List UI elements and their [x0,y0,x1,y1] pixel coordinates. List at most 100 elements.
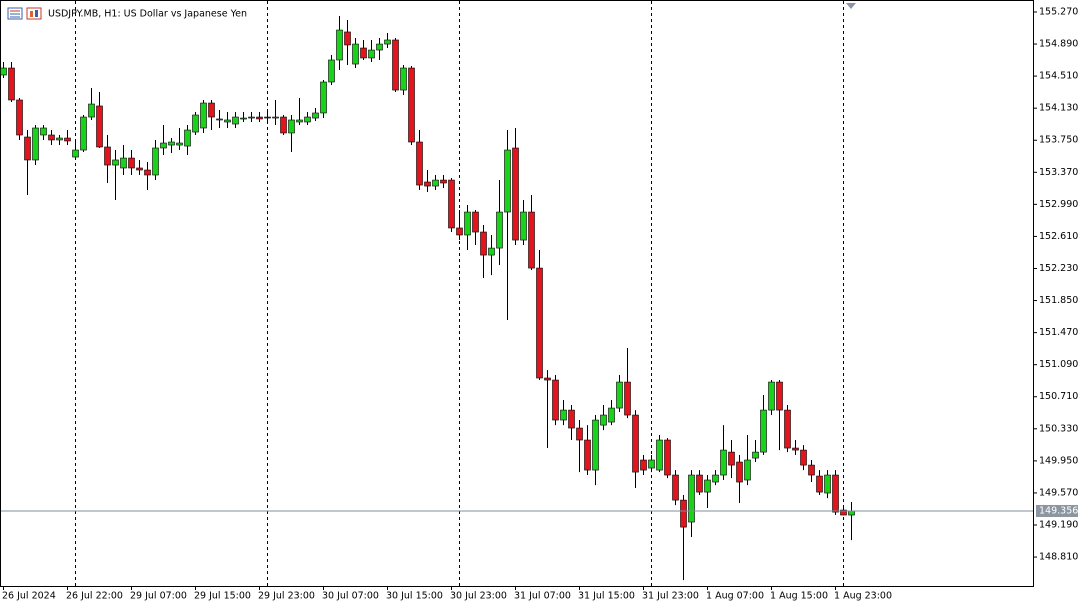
candle-body [520,211,527,241]
candle-body [712,474,719,483]
candle-body [568,409,575,429]
candle-body [584,439,591,471]
candle-body [328,59,335,83]
candle-body [808,464,815,476]
candle-body [560,409,567,421]
y-tick-label: 152.230 [1039,263,1078,274]
candle-body [48,134,55,141]
candle-body [432,179,439,187]
x-tick-label: 30 Jul 07:00 [322,591,379,602]
candle-body [792,447,799,451]
x-tick-label: 1 Aug 15:00 [770,591,828,602]
candle-body [496,211,503,249]
candle-body [160,142,167,149]
candle-body [624,381,631,416]
candle-body [104,146,111,166]
y-tick-label: 151.090 [1039,359,1078,370]
candle-body [200,102,207,129]
y-tick-label: 154.510 [1039,71,1078,82]
candle-body [848,510,855,516]
chart-shift-marker[interactable] [846,3,856,9]
candle-body [352,43,359,65]
plot-frame [0,0,1034,587]
x-tick-label: 29 Jul 07:00 [130,591,187,602]
candle-body [256,116,263,120]
candle-body [768,381,775,411]
y-tick-label: 154.890 [1039,39,1078,50]
candle-body [240,117,247,120]
icon [30,11,33,17]
candle-body [592,419,599,471]
y-tick-label: 149.190 [1039,519,1078,530]
x-tick-label: 31 Jul 07:00 [514,591,571,602]
candle-body [56,137,63,141]
candle-body [152,147,159,176]
candle-body [176,142,183,146]
x-tick-label: 29 Jul 23:00 [258,591,315,602]
candle-body [576,427,583,441]
x-tick-label: 26 Jul 22:00 [66,591,123,602]
candle-body [360,47,367,59]
candle-body [736,461,743,483]
candle-body [128,157,135,169]
candle-body [648,459,655,469]
candle-body [728,451,735,466]
candle-body [312,112,319,119]
y-tick-label: 152.990 [1039,199,1078,210]
chart-title: USDJPY.MB, H1: US Dollar vs Japanese Yen [48,9,247,20]
candle-body [440,179,447,184]
candle-body [416,141,423,186]
x-tick-label: 30 Jul 23:00 [450,591,507,602]
x-tick-label: 31 Jul 23:00 [642,591,699,602]
candle-body [384,39,391,45]
candle-body [616,381,623,409]
candle-body [344,31,351,46]
candle-body [64,137,71,142]
candle-body [680,499,687,528]
candle-body [40,127,47,136]
candle-body [800,449,807,466]
candle-body [472,211,479,233]
candle-body [600,414,607,426]
y-tick-label: 152.610 [1039,231,1078,242]
candle-body [288,119,295,134]
candle-body [232,116,239,125]
candle-body [832,474,839,513]
candle-body [112,159,119,166]
candle-body [704,479,711,493]
y-tick-label: 153.750 [1039,135,1078,146]
candle-body [136,167,143,171]
candle-body [224,119,231,123]
y-tick-label: 150.330 [1039,423,1078,434]
candle-body [216,118,223,121]
candle-body [448,179,455,229]
candle-body [336,29,343,61]
candle-body [408,67,415,143]
candle-body [120,157,127,169]
y-tick-label: 148.810 [1039,552,1078,563]
candle-body [280,116,287,134]
candle-body [752,451,759,459]
y-tick-label: 153.370 [1039,167,1078,178]
y-tick-label: 154.130 [1039,103,1078,114]
candle-body [264,116,271,119]
candle-body [536,267,543,379]
candle-body [80,116,87,151]
candle-body [72,149,79,158]
y-tick-label: 149.950 [1039,455,1078,466]
last-price-box [1036,504,1078,517]
candle-body [248,116,255,119]
last-price-label: 149.356 [1039,505,1078,516]
icon [35,10,38,17]
candle-body [424,181,431,187]
candle-body [840,509,847,516]
candle-body [32,127,39,161]
candle-body [320,81,327,114]
candle-body [8,67,15,101]
candle-body [184,129,191,147]
candle-body [480,231,487,256]
candle-body [720,449,727,476]
candle-body [632,414,639,473]
candle-body [760,409,767,453]
